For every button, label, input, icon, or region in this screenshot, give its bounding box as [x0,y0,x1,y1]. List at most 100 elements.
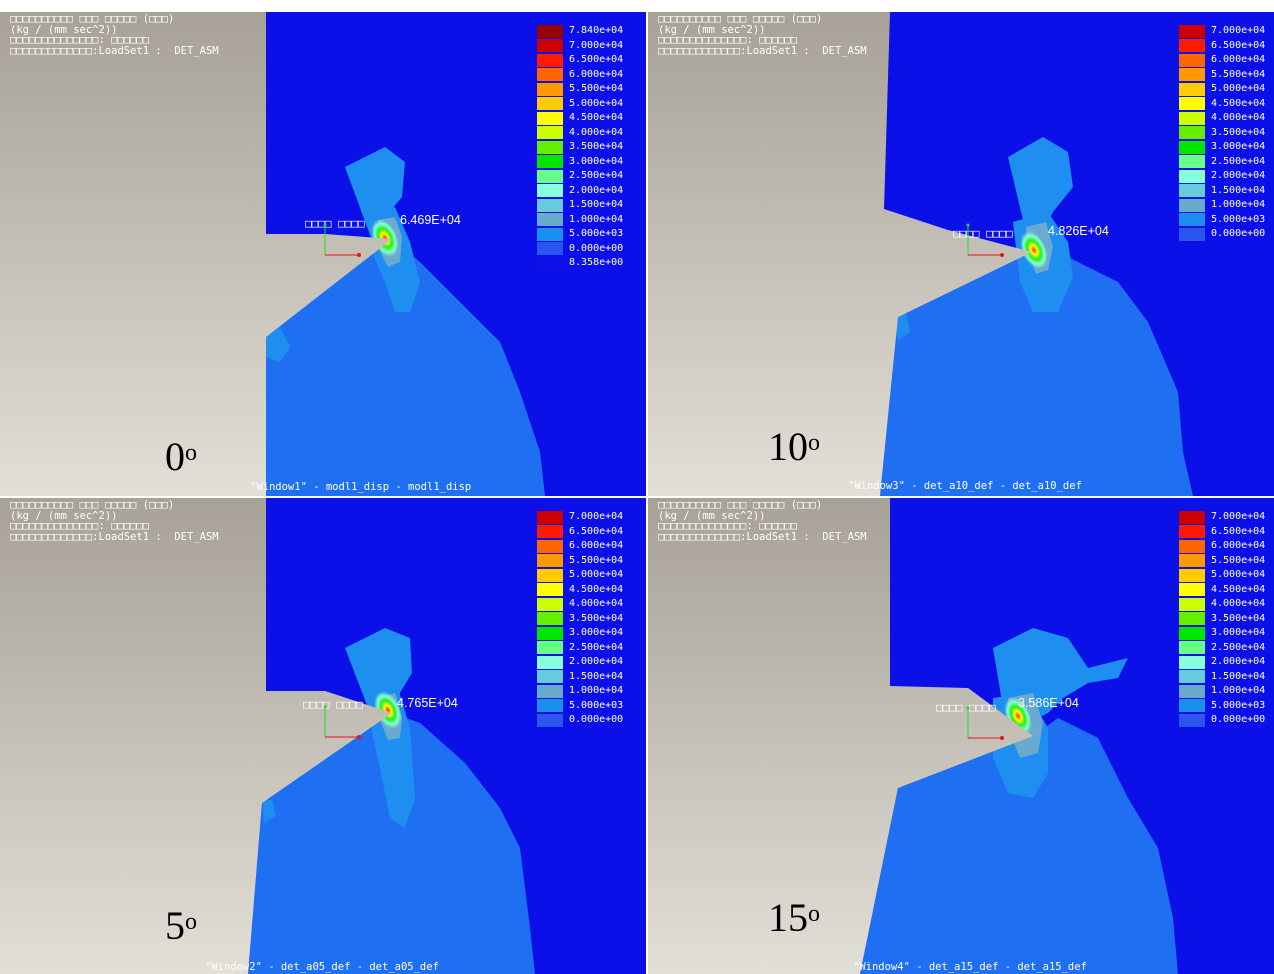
axis-triad-icon [323,223,361,257]
grey-wall-geometry [0,498,392,974]
legend-swatch [537,256,563,270]
legend-swatch [537,670,563,684]
legend-value: 5.000e+04 [569,97,624,109]
legend-row: 3.000e+04 [1179,626,1265,641]
legend-value: 0.000e+00 [569,242,624,254]
legend-swatch [537,39,563,53]
legend-swatch [1179,68,1205,82]
header-line1: □□□□□□□□□□ □□□ □□□□□ (□□□) [10,13,175,25]
legend-value: 4.500e+04 [1211,583,1266,595]
stress-region-4 [266,327,290,362]
legend-value: 3.500e+04 [1211,612,1266,624]
legend-swatch [1179,655,1205,669]
legend-value: 5.000e+04 [1211,83,1266,95]
legend-value: 4.000e+04 [569,598,624,610]
legend-row: 4.000e+04 [1179,597,1265,612]
legend-row: 4.500e+04 [537,111,623,126]
legend-row: 6.000e+04 [1179,539,1265,554]
legend-row: 3.000e+04 [537,626,623,641]
stress-region-1 [345,147,405,262]
legend-value: 3.000e+04 [1211,627,1266,639]
legend-swatch [537,140,563,154]
legend-swatch [537,82,563,96]
result-header: □□□□□□□□□□ □□□ □□□□□ (□□□) (kg / (mm sec^… [10,14,219,56]
legend-value: 8.358e+00 [569,257,624,269]
legend-swatch [1179,198,1205,212]
viewport-window1[interactable]: □□□□□□□□□□ □□□ □□□□□ (□□□) (kg / (mm sec^… [0,12,646,496]
legend-row: 5.000e+04 [1179,568,1265,583]
viewport-window3[interactable]: □□□□□□□□□□ □□□ □□□□□ (□□□) (kg / (mm sec^… [648,12,1274,496]
legend-swatch [1179,111,1205,125]
header-line2: (kg / (mm sec^2)) [10,23,118,36]
legend-value: 5.000e+03 [1211,699,1266,711]
header-line3: □□□□□□□□□□□□□□: □□□□□□ [10,34,150,46]
degree-mark: o [808,901,820,927]
legend-row: 2.000e+04 [537,655,623,670]
header-line1: □□□□□□□□□□ □□□ □□□□□ (□□□) [658,499,823,511]
legend-value: 0.000e+00 [1211,714,1266,726]
legend-swatch [1179,699,1205,713]
legend-row: 5.500e+04 [537,82,623,97]
degree-mark: o [185,440,197,466]
legend-value: 2.000e+04 [1211,170,1266,182]
probe-label: □□□□ □□□□ [303,698,363,711]
legend-row: 7.000e+04 [537,510,623,525]
fea-scene [648,498,1178,974]
legend-value: 5.000e+04 [569,569,624,581]
result-header: □□□□□□□□□□ □□□ □□□□□ (□□□) (kg / (mm sec^… [658,500,867,542]
legend-row: 6.000e+04 [1179,53,1265,68]
legend-row: 4.500e+04 [1179,97,1265,112]
legend-value: 7.000e+04 [569,39,624,51]
legend-row: 5.000e+03 [537,227,623,242]
legend-value: 2.500e+04 [1211,155,1266,167]
legend-row: 0.000e+00 [537,242,623,257]
legend-swatch [1179,227,1205,241]
viewport-window2[interactable]: □□□□□□□□□□ □□□ □□□□□ (□□□) (kg / (mm sec^… [0,498,646,974]
legend-row: 5.000e+03 [537,699,623,714]
legend-swatch [1179,82,1205,96]
color-legend: 7.000e+04 6.500e+04 6.000e+04 5.500e+04 5.00… [1179,24,1265,242]
legend-row: 4.000e+04 [1179,111,1265,126]
legend-swatch [1179,554,1205,568]
legend-swatch [537,641,563,655]
legend-swatch [537,539,563,553]
legend-value: 5.500e+04 [569,554,624,566]
legend-swatch [1179,155,1205,169]
legend-row: 7.000e+04 [1179,24,1265,39]
legend-swatch [537,68,563,82]
legend-value: 6.500e+04 [569,54,624,66]
legend-row: 2.500e+04 [1179,641,1265,656]
legend-value: 6.500e+04 [569,525,624,537]
viewport-window4[interactable]: □□□□□□□□□□ □□□ □□□□□ (□□□) (kg / (mm sec^… [648,498,1274,974]
legend-value: 4.000e+04 [569,126,624,138]
legend-value: 0.000e+00 [1211,228,1266,240]
window-caption: "Window3" - det_a10_def - det_a10_def [848,480,1082,492]
legend-value: 6.000e+04 [569,68,624,80]
legend-swatch [537,713,563,727]
legend-value: 1.000e+04 [569,685,624,697]
legend-value: 3.000e+04 [1211,141,1266,153]
legend-row: 5.000e+03 [1179,699,1265,714]
axis-y-tip [966,706,970,710]
legend-swatch [537,169,563,183]
legend-value: 4.000e+04 [1211,598,1266,610]
legend-swatch [1179,39,1205,53]
legend-row: 3.000e+04 [537,155,623,170]
legend-value: 2.500e+04 [569,170,624,182]
probe-value: 3.586E+04 [1018,696,1079,710]
axis-triad-icon [323,705,361,739]
axis-triad-icon [966,223,1004,257]
axis-x-tip [357,735,361,739]
legend-row: 1.000e+04 [1179,198,1265,213]
legend-swatch [1179,510,1205,524]
legend-row: 5.000e+04 [1179,82,1265,97]
legend-row: 2.000e+04 [1179,655,1265,670]
legend-row: 5.000e+04 [537,568,623,583]
probe-value: 4.765E+04 [397,696,458,710]
probe-label: □□□□ □□□□ [936,701,996,714]
legend-value: 3.500e+04 [1211,126,1266,138]
legend-value: 2.000e+04 [569,184,624,196]
header-line2: (kg / (mm sec^2)) [658,509,766,522]
legend-swatch [537,155,563,169]
